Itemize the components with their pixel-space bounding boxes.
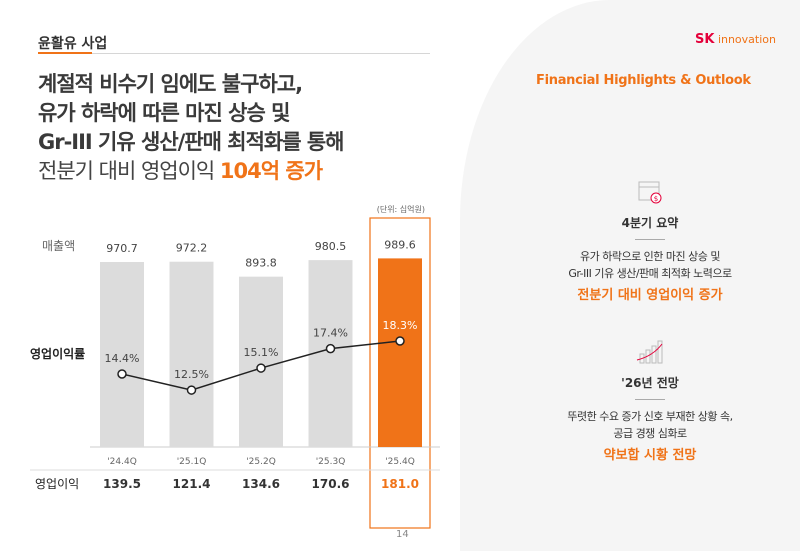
revenue-label: 970.7 — [106, 242, 138, 255]
card-highlight: 전분기 대비 영업이익 증가 — [577, 288, 723, 303]
right-heading: Financial Highlights & Outlook — [536, 73, 751, 88]
series-label-margin: 영업이익률 — [30, 346, 85, 361]
series-label-op-profit: 영업이익 — [35, 477, 79, 491]
margin-point — [325, 343, 336, 354]
headline-line: 유가 하락에 따른 마진 상승 및 — [38, 101, 290, 125]
divider — [38, 53, 430, 54]
growth-chart-icon — [636, 340, 663, 364]
margin-label: 17.4% — [313, 327, 348, 340]
headline-line: 계절적 비수기 임에도 불구하고, — [38, 72, 303, 96]
series-label-revenue: 매출액 — [42, 239, 75, 253]
x-tick-label: '25.1Q — [177, 457, 207, 467]
margin-label: 14.4% — [105, 352, 140, 365]
op-profit-value: 139.5 — [103, 477, 141, 491]
op-profit-value: 121.4 — [173, 477, 211, 491]
divider — [635, 239, 665, 240]
revenue-bar — [378, 258, 422, 447]
subheadline: 전분기 대비 영업이익 104억 증가 — [38, 157, 323, 186]
card-title: 4분기 요약 — [621, 216, 679, 230]
x-tick-label: '25.3Q — [316, 457, 346, 467]
revenue-label: 972.2 — [176, 242, 208, 255]
sk-innovation-logo: SK innovation — [695, 32, 776, 47]
revenue-label: 989.6 — [384, 238, 416, 251]
page-number: 14 — [396, 529, 409, 540]
margin-point — [186, 385, 197, 395]
subheadline-text: 전분기 대비 영업이익 — [38, 159, 220, 183]
revenue-label: 980.5 — [315, 240, 347, 253]
card-text: Gr-III 기유 생산/판매 최적화 노력으로 — [568, 267, 732, 280]
revenue-bar — [239, 276, 283, 447]
logo-brand: SK — [695, 32, 715, 47]
x-tick-label: '24.4Q — [107, 457, 137, 467]
margin-label: 18.3% — [383, 319, 418, 332]
card-highlight: 약보합 시황 전망 — [603, 448, 697, 463]
headline-line: Gr-III 기유 생산/판매 최적화를 통해 — [38, 130, 345, 154]
divider-accent — [38, 52, 92, 54]
revenue-bar — [100, 262, 144, 447]
margin-point — [117, 369, 127, 379]
headline: 계절적 비수기 임에도 불구하고, 유가 하락에 따른 마진 상승 및 Gr-I… — [38, 70, 345, 157]
card-text: 유가 하락으로 인한 마진 상승 및 — [579, 250, 721, 263]
card-text: 뚜렷한 수요 증가 신호 부재한 상황 속, — [567, 410, 733, 423]
card-title: '26년 전망 — [621, 376, 679, 390]
unit-label: (단위: 십억원) — [377, 204, 425, 214]
margin-point — [395, 336, 405, 346]
chart: (단위: 십억원) 매출액 영업이익률 영업이익 970.7 '24.4Q 139.… — [30, 204, 440, 529]
section-label: 윤활유 사업 — [38, 36, 108, 52]
subheadline-highlight: 104억 증가 — [219, 159, 323, 183]
x-tick-label: '25.4Q — [385, 457, 415, 467]
x-tick-label: '25.2Q — [246, 457, 276, 467]
margin-point — [256, 363, 266, 373]
margin-label: 15.1% — [244, 346, 279, 359]
highlight-box — [369, 217, 431, 529]
divider — [635, 399, 665, 400]
op-profit-value: 170.6 — [312, 477, 350, 491]
margin-label: 12.5% — [174, 368, 209, 381]
revenue-label: 893.8 — [245, 257, 277, 270]
right-panel-bg — [460, 0, 800, 551]
logo-name: innovation — [717, 33, 776, 46]
op-profit-value: 134.6 — [242, 477, 280, 491]
svg-text:$: $ — [654, 195, 658, 203]
op-profit-value: 181.0 — [381, 477, 419, 491]
outlook-card: '26년 전망 뚜렷한 수요 증가 신호 부재한 상황 속, 공급 경쟁 심화로… — [530, 338, 770, 463]
revenue-bar — [169, 261, 214, 447]
calendar-dollar-icon: $ — [638, 181, 662, 204]
summary-card: $ 4분기 요약 유가 하락으로 인한 마진 상승 및 Gr-III 기유 생산… — [530, 178, 770, 303]
card-text: 공급 경쟁 심화로 — [613, 427, 687, 440]
revenue-bar — [308, 260, 353, 447]
